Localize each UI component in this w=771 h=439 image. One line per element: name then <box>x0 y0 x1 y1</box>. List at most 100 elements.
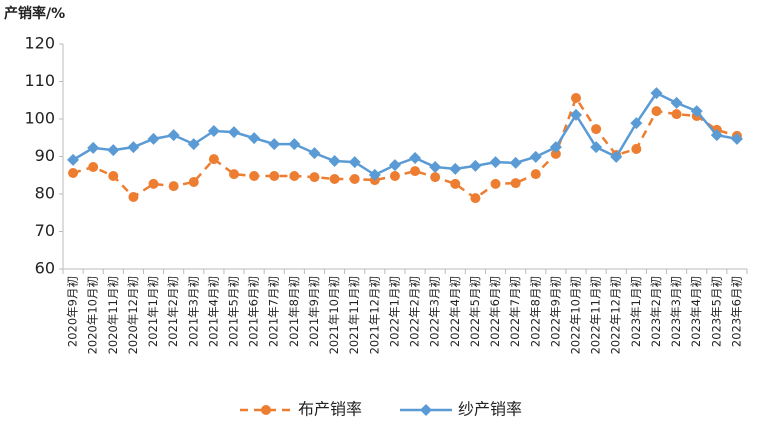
point <box>510 178 521 189</box>
x-tick-label: 2022年2月初 <box>408 276 422 347</box>
series-line <box>72 95 738 200</box>
point <box>489 156 502 169</box>
y-tick-label: 120 <box>24 34 55 53</box>
point <box>87 141 100 154</box>
point <box>167 129 180 142</box>
series <box>68 93 742 204</box>
series-line <box>72 91 738 177</box>
y-tick-label: 90 <box>35 146 55 165</box>
x-tick-label: 2021年10月初 <box>327 276 341 354</box>
point <box>228 126 240 139</box>
y-tick-label: 80 <box>35 184 55 203</box>
chart-title: 产销率/% <box>4 5 65 22</box>
x-tick-label: 2022年12月初 <box>609 276 623 354</box>
point <box>710 129 723 142</box>
point <box>429 161 442 173</box>
x-tick-label: 2023年4月初 <box>689 276 703 347</box>
series <box>67 87 743 181</box>
point <box>147 132 160 145</box>
point <box>469 159 482 172</box>
x-tick-label: 2023年2月初 <box>649 276 663 347</box>
point <box>187 138 200 151</box>
x-tick-label: 2020年12月初 <box>126 276 140 354</box>
x-tick-label: 2022年1月初 <box>387 276 401 347</box>
x-tick-label: 2021年7月初 <box>267 276 281 347</box>
point <box>650 87 663 100</box>
x-tick-label: 2022年10月初 <box>569 276 583 354</box>
x-tick-label: 2021年5月初 <box>227 276 241 347</box>
x-tick-label: 2022年11月初 <box>589 276 603 354</box>
x-tick-label: 2022年9月初 <box>548 276 562 347</box>
x-tick-label: 2020年11月初 <box>106 276 120 354</box>
point <box>410 166 421 177</box>
x-tick-label: 2021年1月初 <box>146 276 160 347</box>
point <box>409 152 422 164</box>
legend-label: 布产销率 <box>298 400 362 419</box>
point <box>328 155 341 167</box>
x-tick-label: 2023年3月初 <box>669 276 683 347</box>
x-tick-label: 2021年3月初 <box>186 276 200 347</box>
point <box>509 156 522 169</box>
y-tick-label: 100 <box>24 109 55 128</box>
x-tick-label: 2022年8月初 <box>528 276 542 347</box>
x-tick-label: 2022年3月初 <box>428 276 442 347</box>
point <box>349 174 360 184</box>
point <box>470 193 481 204</box>
point <box>269 171 280 181</box>
x-tick-label: 2022年6月初 <box>488 276 502 347</box>
point <box>490 178 501 189</box>
point <box>450 178 461 189</box>
point <box>449 162 462 175</box>
point <box>529 150 542 163</box>
point <box>127 141 140 154</box>
point <box>550 148 561 159</box>
point <box>207 125 220 137</box>
x-tick-label: 2023年1月初 <box>629 276 643 347</box>
x-tick-label: 2021年8月初 <box>287 276 301 347</box>
point <box>388 159 401 172</box>
point <box>630 117 643 130</box>
y-tick-label: 70 <box>35 221 55 240</box>
point <box>108 171 119 181</box>
point <box>107 144 120 157</box>
x-tick-label: 2022年5月初 <box>468 276 482 347</box>
legend-marker <box>261 405 271 415</box>
x-tick-label: 2021年9月初 <box>307 276 321 347</box>
x-tick-label: 2022年4月初 <box>448 276 462 347</box>
point <box>671 109 682 120</box>
point <box>229 169 239 180</box>
x-tick-label: 2021年2月初 <box>166 276 180 347</box>
point <box>610 150 623 163</box>
x-tick-label: 2020年9月初 <box>66 276 80 347</box>
x-tick-label: 2021年4月初 <box>206 276 220 347</box>
legend-marker <box>420 404 432 416</box>
point <box>208 154 219 165</box>
point <box>309 172 320 183</box>
x-tick-label: 2022年7月初 <box>508 276 522 347</box>
point <box>591 124 602 135</box>
point <box>188 177 199 187</box>
point <box>430 172 441 183</box>
point <box>571 93 581 103</box>
point <box>368 168 381 181</box>
point <box>348 156 361 169</box>
point <box>249 171 260 181</box>
point <box>67 153 80 166</box>
point <box>148 178 159 189</box>
point <box>530 169 541 180</box>
point <box>631 144 642 154</box>
point <box>288 138 301 151</box>
point <box>68 168 79 178</box>
legend-label: 纱产销率 <box>458 400 522 419</box>
point <box>730 132 743 145</box>
point <box>168 181 179 192</box>
point <box>690 105 703 118</box>
point <box>248 132 261 145</box>
point <box>308 147 321 160</box>
point <box>590 141 603 154</box>
point <box>549 141 562 154</box>
x-tick-label: 2020年10月初 <box>86 276 100 354</box>
point <box>88 162 99 172</box>
point <box>570 108 582 121</box>
